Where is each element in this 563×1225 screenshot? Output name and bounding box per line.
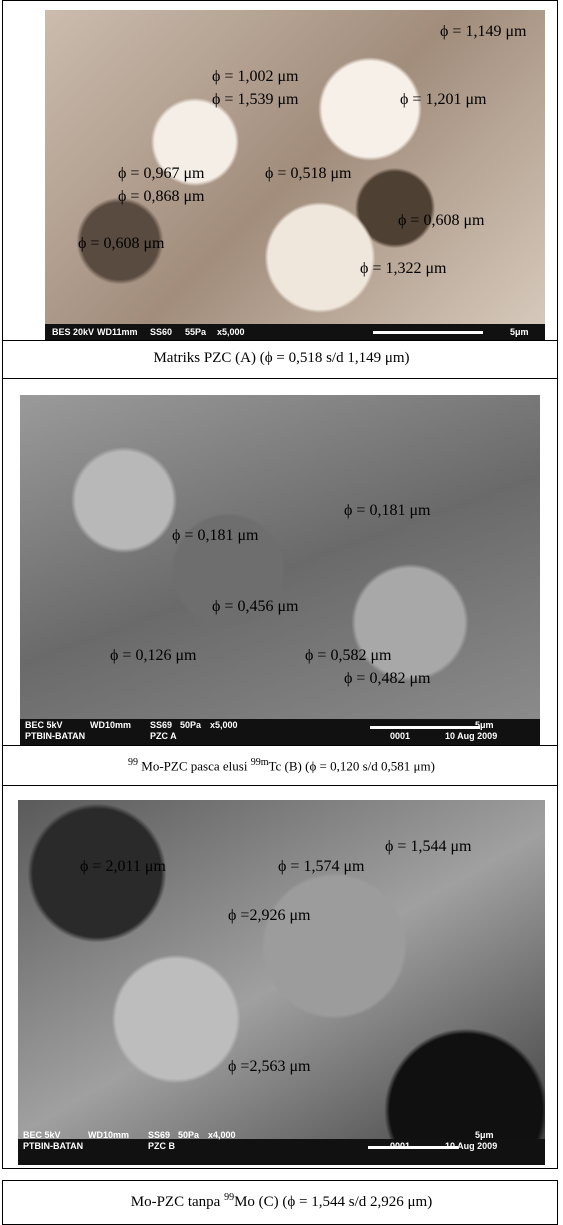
superscript: 99m <box>251 757 269 768</box>
page: ϕ = 1,149 μm ϕ = 1,002 μm ϕ = 1,539 μm ϕ = … <box>0 0 563 1225</box>
sem-info: BES 20kV <box>52 327 94 337</box>
caption: 99 Mo-PZC pasca elusi 99mTc (B) (ϕ = 0,1… <box>0 757 563 774</box>
sem-info: PTBIN-BATAN <box>23 1141 83 1151</box>
sem-info: WD11mm <box>97 327 138 337</box>
caption: Mo-PZC tanpa 99Mo (C) (ϕ = 1,544 s/d 2,9… <box>0 1192 563 1211</box>
superscript: 99 <box>224 1192 234 1203</box>
sem-info: 5μm <box>510 327 529 337</box>
caption-text: Mo-PZC pasca elusi <box>138 758 251 773</box>
measurement-label: ϕ = 1,002 μm <box>212 68 298 86</box>
sem-info: BEC 5kV <box>23 1130 61 1140</box>
sem-info: BEC 5kV <box>25 720 63 730</box>
measurement-label: ϕ = 1,544 μm <box>385 838 471 856</box>
sem-info: 10 Aug 2009 <box>445 731 497 741</box>
caption-text: Mo (C) (ϕ = 1,544 s/d 2,926 μm) <box>234 1194 432 1210</box>
measurement-label: ϕ = 0,868 μm <box>118 188 204 206</box>
sem-info: PZC A <box>150 731 177 741</box>
sem-info: 0001 <box>390 1141 410 1151</box>
measurement-label: ϕ = 1,201 μm <box>400 91 486 109</box>
sem-info: 50Pa <box>178 1130 199 1140</box>
measurement-label: ϕ = 1,322 μm <box>360 260 446 278</box>
sem-info: PTBIN-BATAN <box>25 731 85 741</box>
measurement-label: ϕ = 0,582 μm <box>305 647 391 665</box>
measurement-label: ϕ = 2,011 μm <box>80 858 166 876</box>
sem-info: WD10mm <box>88 1130 129 1140</box>
caption-text: Mo-PZC tanpa <box>131 1194 224 1210</box>
measurement-label: ϕ = 0,608 μm <box>398 212 484 230</box>
sem-info: 0001 <box>390 731 410 741</box>
caption: Matriks PZC (A) (ϕ = 0,518 s/d 1,149 μm) <box>0 350 563 367</box>
sem-info: SS69 <box>148 1130 170 1140</box>
measurement-label: ϕ = 1,539 μm <box>212 91 298 109</box>
measurement-label: ϕ = 0,608 μm <box>78 235 164 253</box>
measurement-label: ϕ = 0,456 μm <box>212 598 298 616</box>
measurement-label: ϕ = 0,181 μm <box>172 527 258 545</box>
caption-text: Tc (B) (ϕ = 0,120 s/d 0,581 μm) <box>268 758 434 773</box>
sem-info: x5,000 <box>217 327 245 337</box>
sem-info: x5,000 <box>210 720 238 730</box>
sem-info: 5μm <box>475 1130 494 1140</box>
caption-text: Matriks PZC (A) (ϕ = 0,518 s/d 1,149 μm) <box>153 350 409 366</box>
measurement-label: ϕ = 0,518 μm <box>265 165 351 183</box>
sem-info: SS60 <box>150 327 172 337</box>
measurement-label: ϕ = 0,482 μm <box>344 670 430 688</box>
measurement-label: ϕ = 0,181 μm <box>344 502 430 520</box>
sem-info: 5μm <box>475 720 494 730</box>
sem-info: 10 Aug 2009 <box>445 1141 497 1151</box>
measurement-label: ϕ =2,563 μm <box>228 1058 310 1076</box>
sem-image-b <box>20 395 540 745</box>
measurement-label: ϕ = 1,149 μm <box>440 23 526 41</box>
measurement-label: ϕ =2,926 μm <box>228 907 310 925</box>
sem-info: 50Pa <box>180 720 201 730</box>
measurement-label: ϕ = 0,126 μm <box>110 647 196 665</box>
sem-info: x4,000 <box>208 1130 236 1140</box>
measurement-label: ϕ = 1,574 μm <box>278 858 364 876</box>
measurement-label: ϕ = 0,967 μm <box>118 165 204 183</box>
sem-info: 55Pa <box>185 327 206 337</box>
sem-info: PZC B <box>148 1141 175 1151</box>
superscript: 99 <box>128 757 138 768</box>
sem-info: SS69 <box>150 720 172 730</box>
sem-info: WD10mm <box>90 720 131 730</box>
